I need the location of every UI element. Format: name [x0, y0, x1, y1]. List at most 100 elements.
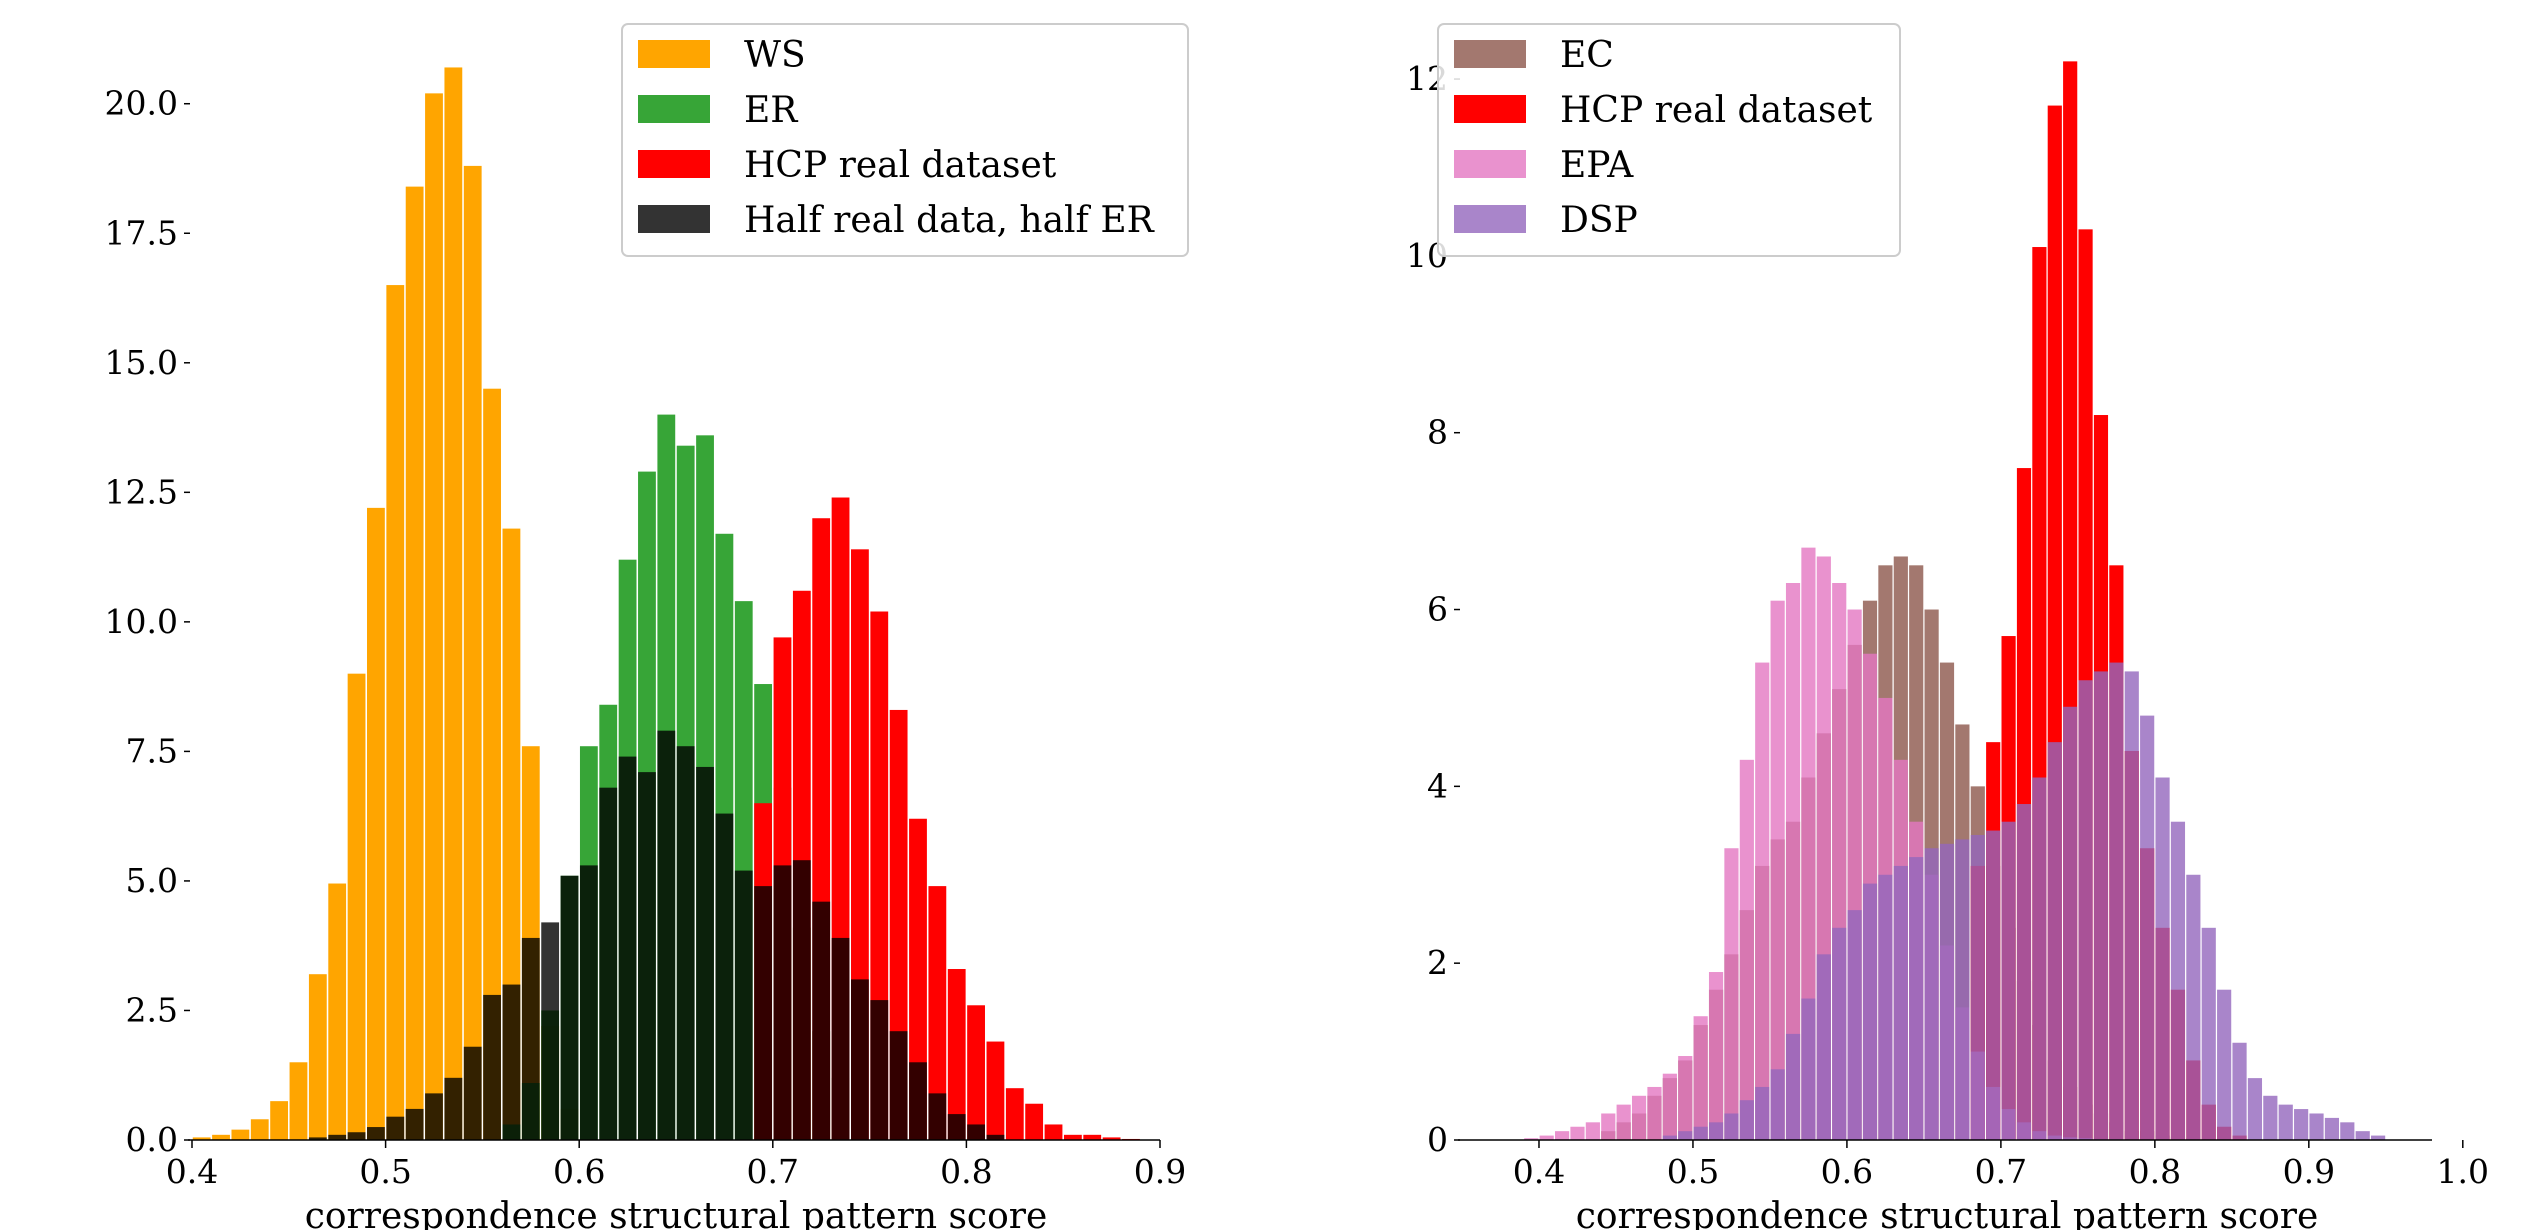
bar [2093, 671, 2109, 1140]
bar [792, 860, 811, 1140]
bar [250, 1119, 269, 1140]
bar [734, 870, 753, 1140]
bar [425, 93, 443, 1141]
bar [928, 1093, 947, 1140]
bar [2263, 1095, 2278, 1140]
bar [1524, 1138, 1539, 1140]
bar [812, 901, 831, 1140]
x-tick-label: 0.4 [166, 1152, 218, 1191]
bar [386, 1116, 405, 1140]
x-tick-label: 1.0 [2437, 1152, 2489, 1191]
bar [1739, 1100, 1754, 1140]
legend-frame [621, 23, 1189, 257]
bar [1724, 848, 1739, 1140]
bar [1083, 1134, 1102, 1140]
bar [947, 1114, 966, 1140]
series-2-4 [1662, 662, 2386, 1140]
bar [947, 969, 966, 1140]
bar [1801, 547, 1816, 1140]
bar [1678, 1131, 1693, 1140]
x-tick-label: 0.8 [940, 1152, 992, 1191]
bar [444, 67, 463, 1141]
bar [1955, 839, 1970, 1140]
bar [2124, 671, 2139, 1140]
series-1-3 [754, 497, 1140, 1140]
bar [715, 813, 734, 1140]
bar [289, 1062, 308, 1140]
bar [483, 388, 501, 1140]
bar [2140, 715, 2155, 1140]
bar [579, 865, 598, 1140]
chart-panel-2: 0.4 0.5 0.6 0.7 0.8 0.9 1.0024681012correspond… [1406, 23, 2489, 1230]
bar [2278, 1104, 2293, 1140]
bar [1102, 1137, 1121, 1140]
bar [1986, 830, 2001, 1140]
series-1-4 [308, 730, 1005, 1140]
bar [1878, 874, 1893, 1140]
bar [1847, 910, 1862, 1140]
bar [657, 730, 676, 1140]
bar [909, 1062, 927, 1140]
bar [425, 1093, 443, 1140]
bar [2078, 680, 2093, 1140]
legend-label: ER [744, 90, 798, 131]
bar [1970, 834, 1985, 1140]
bar [773, 865, 792, 1140]
bar [967, 1005, 985, 1140]
bar [1662, 1135, 1677, 1140]
bar [1724, 1113, 1739, 1140]
bar [1570, 1126, 1585, 1140]
x-tick-label: 0.7 [1975, 1152, 2027, 1191]
bar [754, 886, 773, 1140]
legend-swatch [638, 40, 710, 68]
bar [1924, 848, 1939, 1140]
bar [1708, 1122, 1724, 1140]
legend-label: EC [1560, 35, 1614, 76]
bar [521, 937, 540, 1140]
bar [367, 1127, 385, 1140]
bar [308, 974, 327, 1140]
bar [1063, 1134, 1082, 1140]
x-tick-label: 0.6 [553, 1152, 605, 1191]
legend-swatch [1454, 150, 1526, 178]
bar [212, 1134, 230, 1140]
bar [405, 186, 424, 1140]
bar [560, 875, 579, 1140]
bar [1662, 1073, 1677, 1140]
bar [909, 818, 927, 1140]
legend-label: Half real data, half ER [744, 200, 1155, 241]
legend-label: DSP [1560, 200, 1638, 241]
bar [2294, 1109, 2309, 1140]
bar [928, 886, 947, 1140]
bar [1585, 1122, 1600, 1140]
y-tick-label: 20.0 [105, 84, 178, 123]
y-tick-label: 15.0 [105, 343, 178, 382]
x-tick-label: 0.4 [1513, 1152, 1565, 1191]
legend-swatch [1454, 205, 1526, 233]
bar [2340, 1122, 2355, 1140]
chart-panel-1: 0.4 0.5 0.6 0.7 0.8 0.9 0.0 2.5 5.0 7.5 10.0 12.5 15… [105, 23, 1189, 1230]
x-tick-label: 0.8 [2129, 1152, 2181, 1191]
legend-swatch [638, 150, 710, 178]
x-tick-label: 0.5 [359, 1152, 411, 1191]
bar [2355, 1131, 2370, 1140]
y-tick-label: 2 [1427, 943, 1448, 982]
y-tick-label: 10.0 [105, 602, 178, 641]
bar [851, 979, 869, 1140]
bar [638, 772, 656, 1140]
legend-swatch [1454, 95, 1526, 123]
y-tick-label: 5.0 [126, 861, 178, 900]
bar [986, 1134, 1005, 1140]
y-tick-label: 17.5 [105, 213, 178, 252]
bar [1832, 927, 1847, 1140]
bar [889, 1031, 908, 1140]
bar [483, 994, 501, 1140]
bar [1770, 1069, 1785, 1140]
bar [1693, 1016, 1708, 1140]
bar [1044, 1124, 1063, 1140]
bar [696, 766, 714, 1140]
bar [1631, 1095, 1647, 1140]
bar [2170, 821, 2186, 1140]
bar [1755, 662, 1770, 1140]
bar [192, 1137, 211, 1140]
